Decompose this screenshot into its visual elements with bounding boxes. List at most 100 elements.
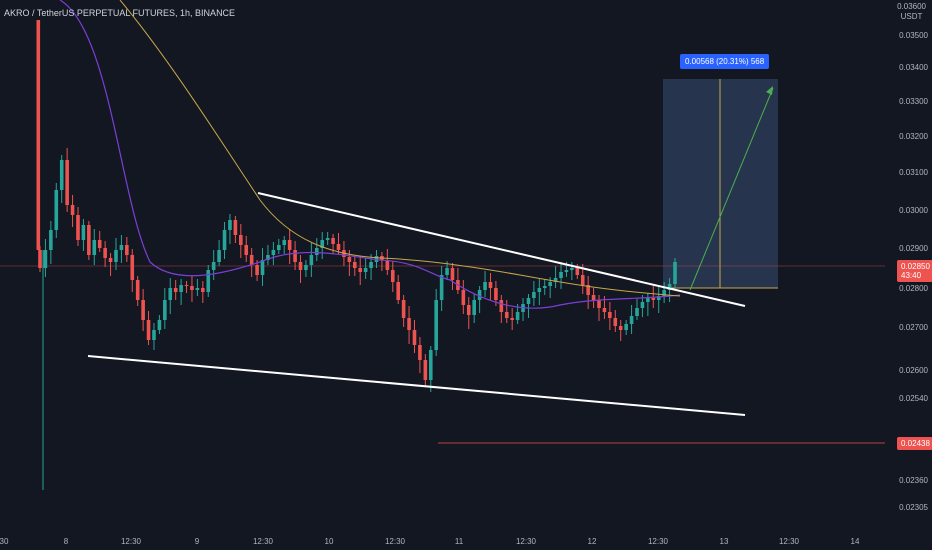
time-tick-label: 10 (325, 537, 334, 546)
candle-body (418, 345, 422, 360)
time-tick-label: 12:30 (121, 537, 142, 546)
time-tick-label: 8 (64, 537, 69, 546)
candle-body (233, 220, 238, 235)
price-tick-label: 0.03300 (899, 97, 928, 106)
candle-body (673, 262, 677, 284)
candle-body (618, 326, 623, 330)
candle-body (179, 285, 183, 292)
candle-body (369, 262, 373, 268)
price-tick-label: 0.03200 (899, 132, 928, 141)
candle-body (81, 225, 86, 240)
candle-body (195, 288, 200, 290)
time-tick-label: 12:30 (648, 537, 669, 546)
price-tick-label: 0.02800 (899, 284, 928, 293)
candle-body (515, 312, 520, 320)
candle-body (211, 262, 216, 270)
candle-body (396, 282, 401, 300)
candle-body (390, 270, 395, 282)
candle-body (656, 296, 661, 300)
price-tick-label: 0.03500 (899, 31, 928, 40)
candle-body (157, 320, 162, 330)
candle-body (526, 298, 531, 304)
candle-body (624, 324, 628, 330)
spike-candle (36, 20, 41, 250)
candle-body (49, 230, 53, 250)
candle-body (108, 258, 113, 262)
candle-body (635, 308, 639, 316)
candle-body (287, 240, 292, 250)
candle-body (309, 255, 314, 265)
candle-body (352, 262, 357, 268)
candle-body (564, 270, 569, 272)
candle-body (103, 248, 107, 258)
time-tick-label: 12:30 (516, 537, 537, 546)
candle-body (228, 220, 232, 230)
candle-body (125, 245, 129, 255)
axis-unit: 0.03600 USDT (897, 2, 926, 22)
price-tick-label: 0.02360 (899, 476, 928, 485)
candle-body (553, 278, 558, 282)
candle-body (586, 285, 590, 295)
candle-body (472, 300, 476, 315)
candle-body (70, 205, 75, 215)
candle-body (407, 318, 411, 330)
candle-body (163, 300, 167, 320)
candle-body (331, 238, 335, 244)
candle-body (570, 268, 574, 270)
candle-body (450, 268, 455, 280)
price-tick-label: 0.03000 (899, 206, 928, 215)
candle-body (298, 262, 303, 270)
candle-body (412, 330, 417, 345)
candle-body (92, 240, 97, 255)
candle-body (445, 268, 449, 275)
candle-body (114, 250, 118, 262)
candle-body (401, 300, 406, 318)
candle-body (591, 295, 596, 300)
candle-body (320, 240, 325, 248)
candle-body (651, 298, 656, 300)
candle-body (608, 312, 612, 318)
candle-body (141, 300, 145, 320)
candle-body (244, 245, 249, 255)
candle-body (217, 250, 221, 262)
candle-body (97, 240, 102, 248)
candle-body (222, 230, 227, 250)
candle-body (168, 288, 173, 300)
candle-body (597, 300, 601, 308)
candle-body (43, 250, 48, 268)
time-tick-label: 30 (0, 537, 9, 546)
price-tick-label: 0.02900 (899, 244, 928, 253)
candle-body (510, 318, 514, 320)
price-tick-label: 0.02540 (899, 394, 928, 403)
candle-body (499, 300, 504, 312)
candle-body (87, 225, 91, 255)
candle-body (602, 308, 607, 312)
time-tick-label: 9 (195, 537, 200, 546)
candle-body (662, 290, 666, 296)
candle-body (54, 190, 59, 230)
candle-body (130, 255, 135, 280)
candle-body (461, 290, 466, 305)
current-price-value: 0.02850 (901, 262, 930, 271)
candle-body (494, 288, 498, 300)
time-tick-label: 12 (588, 537, 597, 546)
candle-body (336, 244, 341, 250)
candle-body (542, 286, 547, 288)
candle-body (304, 265, 308, 270)
candle-body (135, 280, 140, 300)
axis-unit-top: 0.03600 (897, 2, 926, 11)
candle-body (559, 272, 563, 278)
candle-body (271, 250, 276, 255)
candle-body (434, 300, 438, 350)
countdown-value: 43:40 (901, 271, 922, 280)
projection-arrow-head (766, 86, 773, 95)
candle-body (363, 268, 368, 272)
candle-body (76, 215, 80, 240)
candle-body (537, 288, 542, 292)
upper-trendline (257, 192, 746, 307)
candle-body (146, 320, 151, 340)
candle-body (548, 282, 552, 286)
candle-body (385, 260, 390, 270)
candle-body (260, 260, 265, 275)
